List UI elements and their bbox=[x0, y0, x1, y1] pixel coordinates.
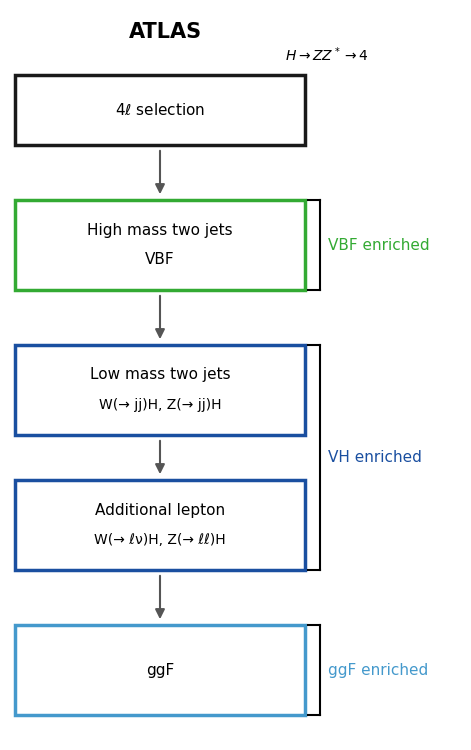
Text: VBF enriched: VBF enriched bbox=[328, 238, 430, 253]
Text: ATLAS: ATLAS bbox=[129, 22, 202, 42]
Text: W(→ jj)H, Z(→ jj)H: W(→ jj)H, Z(→ jj)H bbox=[99, 398, 221, 412]
Bar bbox=[15, 75, 305, 145]
Bar bbox=[15, 625, 305, 715]
Text: 4$\ell$ selection: 4$\ell$ selection bbox=[115, 102, 205, 118]
Bar bbox=[15, 200, 305, 290]
Text: Low mass two jets: Low mass two jets bbox=[89, 368, 230, 382]
Bar bbox=[15, 345, 305, 435]
Text: High mass two jets: High mass two jets bbox=[87, 223, 233, 238]
Text: ggF: ggF bbox=[146, 662, 174, 677]
Text: Additional lepton: Additional lepton bbox=[95, 503, 225, 518]
Text: W(→ ℓν)H, Z(→ ℓℓ)H: W(→ ℓν)H, Z(→ ℓℓ)H bbox=[94, 533, 226, 547]
Text: $H \rightarrow ZZ^* \rightarrow 4$: $H \rightarrow ZZ^* \rightarrow 4$ bbox=[285, 46, 368, 64]
Text: ggF enriched: ggF enriched bbox=[328, 662, 428, 677]
Text: VBF: VBF bbox=[145, 253, 175, 268]
Bar bbox=[15, 480, 305, 570]
Text: VH enriched: VH enriched bbox=[328, 450, 422, 465]
